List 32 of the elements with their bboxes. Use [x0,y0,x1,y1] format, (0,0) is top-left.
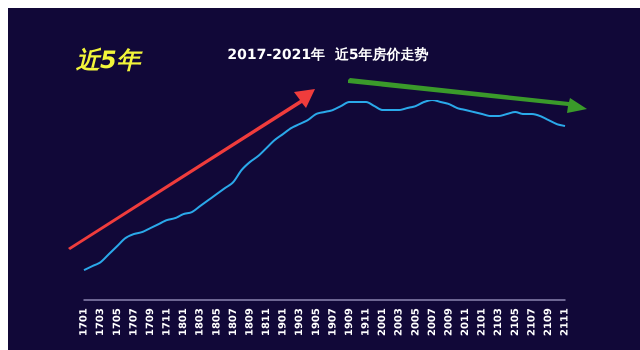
x-tick-label: 2111 [560,308,571,336]
x-tick-label: 2009 [443,308,454,336]
text: 近5年 [76,45,141,76]
x-tick-label: 2109 [543,308,554,336]
x-tick-label: 1811 [261,308,272,336]
x-tick-label: 1803 [194,308,206,336]
x-tick-label: 1909 [344,308,355,336]
x-tick-label: 1907 [327,308,338,336]
x-tick-label: 1701 [78,308,90,336]
x-tick-label: 1807 [228,308,239,336]
x-tick-label: 2005 [410,308,422,336]
x-tick-label: 1809 [244,308,256,336]
x-tick-label: 1707 [128,308,140,336]
x-tick-label: 1705 [112,308,123,336]
x-tick-label: 2103 [493,308,504,336]
x-tick-label: 2001 [377,308,388,336]
x-tick-label: 1905 [310,308,322,336]
x-tick-label: 1805 [211,308,222,336]
x-tick-label: 1709 [144,308,156,336]
x-tick-label: 1911 [360,308,372,336]
x-tick-label: 2107 [526,308,538,336]
x-tick-label: 1801 [178,308,190,336]
x-tick-label: 1901 [278,308,289,336]
x-tick-label: 2003 [394,308,405,336]
x-tick-label: 1903 [294,308,306,336]
chart-title: 2017-2021年 近5年房价走势 [227,47,429,63]
x-tick-label: 2011 [460,308,472,336]
x-tick-label: 1711 [162,308,173,336]
x-tick-label: 2007 [426,308,438,336]
x-tick-label: 1703 [95,308,106,336]
x-tick-label: 2101 [476,308,488,336]
x-tick-label: 2105 [510,308,521,336]
